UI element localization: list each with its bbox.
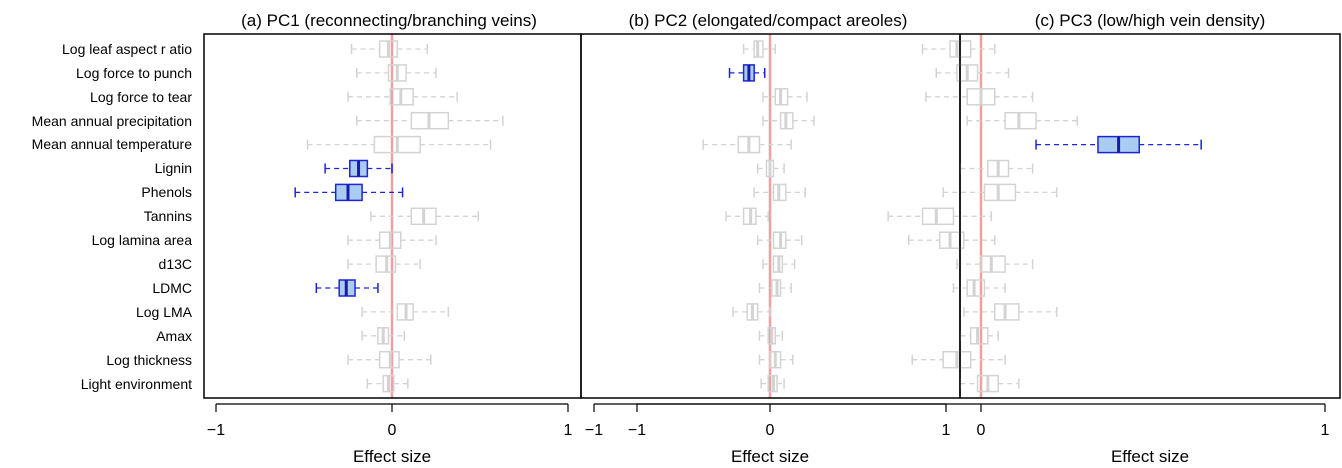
box-7 [753, 183, 806, 202]
x-axis-title-c: Effect size [1111, 447, 1189, 466]
box-3 [347, 88, 458, 106]
box-8 [725, 207, 769, 226]
panel-2: −1 0 1 [580, 33, 961, 439]
box-13 [959, 327, 999, 345]
panel-title-b: (b) PC2 (elongated/compact areoles) [629, 11, 908, 30]
row-label: d13C [159, 256, 192, 272]
box-11 [952, 279, 1006, 297]
box-1 [742, 40, 777, 58]
row-label: Mean annual temperature [32, 136, 193, 152]
iqr-box [980, 255, 1006, 273]
iqr-box [994, 303, 1020, 321]
panel-frame [959, 33, 1341, 399]
box-7 [942, 183, 1058, 202]
box-5 [702, 135, 792, 154]
box-12 [963, 303, 1058, 321]
panel-3: −1 0 1 [628, 33, 1341, 439]
box-3 [925, 88, 1034, 106]
box-8 [887, 207, 993, 226]
x-axis-title-a: Effect size [353, 447, 431, 466]
panel-1: −1 0 1 [203, 33, 582, 439]
x-tick-label: 1 [564, 422, 573, 439]
box-4 [966, 111, 1079, 130]
box-9 [908, 231, 996, 249]
box-5 [306, 135, 492, 154]
iqr-box [938, 231, 965, 249]
box-6 [959, 159, 1034, 178]
x-tick-label: 1 [942, 422, 951, 439]
x-tick-label: 0 [388, 422, 397, 439]
iqr-box [983, 183, 1017, 202]
box-4 [762, 111, 815, 130]
x-axis-title-b: Effect size [731, 447, 809, 466]
iqr-box [966, 279, 986, 297]
iqr-box [1004, 111, 1037, 130]
x-tick-label: −1 [207, 422, 225, 439]
box-12 [732, 303, 771, 321]
box-2 [356, 64, 437, 82]
row-label: Lignin [155, 160, 192, 176]
box-1 [921, 40, 996, 58]
box-10 [956, 255, 1034, 273]
box-13 [758, 327, 784, 345]
box-9 [347, 231, 437, 249]
row-label-group: Log leaf aspect r atio Log force to punc… [32, 41, 193, 392]
row-label: Log leaf aspect r atio [62, 41, 192, 57]
box-11 [758, 279, 792, 297]
x-tick-label: 1 [1321, 422, 1330, 439]
box-6 [756, 159, 785, 178]
box-15 [959, 374, 1020, 393]
panel-titles: (a) PC1 (reconnecting/branching veins) (… [241, 11, 1265, 30]
row-label: Log LMA [136, 304, 193, 320]
row-label: Amax [156, 328, 192, 344]
box-8 [370, 207, 479, 226]
x-tick-label: −1 [628, 422, 646, 439]
box-2 [728, 64, 766, 82]
box-14 [347, 350, 432, 369]
row-label: Phenols [141, 184, 192, 200]
box-15 [366, 374, 409, 393]
row-label: LDMC [152, 280, 192, 296]
x-tick-label: 0 [766, 422, 775, 439]
box-7 [294, 183, 404, 202]
box-9 [756, 231, 803, 249]
box-5 [1035, 135, 1202, 154]
plot-layer: −1 0 1 −1 0 1 −1 0 1 [203, 33, 1341, 439]
box-14 [758, 350, 794, 369]
x-axis-titles: Effect size Effect size Effect size [353, 447, 1189, 466]
row-label: Log thickness [106, 352, 192, 368]
box-13 [361, 327, 406, 345]
row-label: Tannins [144, 208, 192, 224]
box-2 [935, 64, 1010, 82]
box-3 [762, 88, 808, 106]
row-label: Log force to tear [90, 89, 192, 105]
box-4 [356, 111, 504, 130]
iqr-box [969, 327, 989, 345]
panel-title-a: (a) PC1 (reconnecting/branching veins) [241, 11, 537, 30]
iqr-box [921, 207, 955, 226]
panel-title-c: (c) PC3 (low/high vein density) [1035, 11, 1266, 30]
box-11 [315, 279, 379, 297]
box-1 [350, 40, 428, 58]
row-label: Mean annual precipitation [32, 113, 192, 129]
x-tick-label: −1 [585, 422, 603, 439]
box-14 [911, 350, 1006, 369]
x-tick-label: 0 [977, 422, 986, 439]
box-12 [361, 303, 450, 321]
row-label: Light environment [81, 376, 192, 392]
row-label: Log force to punch [76, 65, 192, 81]
box-10 [762, 255, 796, 273]
box-15 [760, 374, 785, 393]
box-10 [347, 255, 421, 273]
box-6 [324, 159, 393, 178]
row-label: Log lamina area [92, 232, 193, 248]
